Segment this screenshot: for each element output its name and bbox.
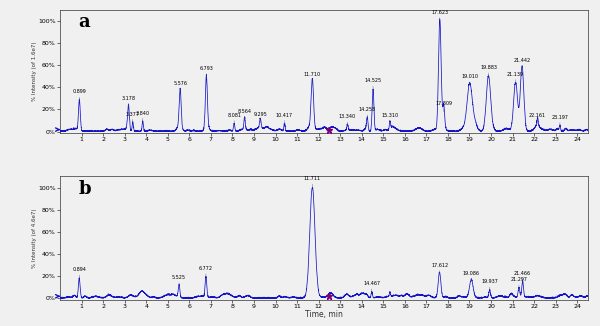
Text: 19.010: 19.010 xyxy=(461,74,478,85)
Text: 21.466: 21.466 xyxy=(514,271,531,282)
Text: 14.467: 14.467 xyxy=(363,281,380,292)
Text: b: b xyxy=(79,180,91,198)
Text: a: a xyxy=(79,13,90,32)
Text: 21.297: 21.297 xyxy=(511,277,527,288)
Text: 19.086: 19.086 xyxy=(463,271,480,282)
Text: 22.161: 22.161 xyxy=(529,113,546,124)
Text: 21.442: 21.442 xyxy=(514,58,530,69)
Text: 14.525: 14.525 xyxy=(364,79,382,90)
Text: 13.340: 13.340 xyxy=(339,114,356,126)
Text: 19.937: 19.937 xyxy=(481,279,498,290)
Text: 8.564: 8.564 xyxy=(238,110,251,121)
Text: 9.295: 9.295 xyxy=(253,111,267,123)
Text: 17.809: 17.809 xyxy=(436,100,452,111)
Text: 3.377: 3.377 xyxy=(126,111,140,123)
Text: 6.793: 6.793 xyxy=(199,66,214,77)
Text: 3.178: 3.178 xyxy=(121,96,136,107)
Text: 3.840: 3.840 xyxy=(136,111,150,122)
Text: 14.258: 14.258 xyxy=(359,107,376,118)
Text: 6.772: 6.772 xyxy=(199,266,213,277)
Text: 0.894: 0.894 xyxy=(73,267,86,278)
Text: 5.576: 5.576 xyxy=(173,81,187,92)
Text: 17.623: 17.623 xyxy=(431,10,448,21)
Text: 19.883: 19.883 xyxy=(480,65,497,76)
Text: 10.417: 10.417 xyxy=(276,113,293,124)
Text: 21.139: 21.139 xyxy=(507,72,524,83)
Y-axis label: % Intensity (of 4.6e7): % Intensity (of 4.6e7) xyxy=(32,208,37,268)
Text: 23.197: 23.197 xyxy=(551,115,568,126)
Text: 17.612: 17.612 xyxy=(431,263,448,274)
Text: 8.081: 8.081 xyxy=(227,113,241,124)
Y-axis label: % Intensity (of 1.6e7): % Intensity (of 1.6e7) xyxy=(32,42,37,101)
Text: 5.525: 5.525 xyxy=(172,275,186,286)
Text: 0.899: 0.899 xyxy=(73,90,86,101)
Text: 11.710: 11.710 xyxy=(304,72,321,83)
Text: 15.310: 15.310 xyxy=(382,113,398,124)
X-axis label: Time, min: Time, min xyxy=(305,310,343,319)
Text: 11.711: 11.711 xyxy=(304,176,321,187)
